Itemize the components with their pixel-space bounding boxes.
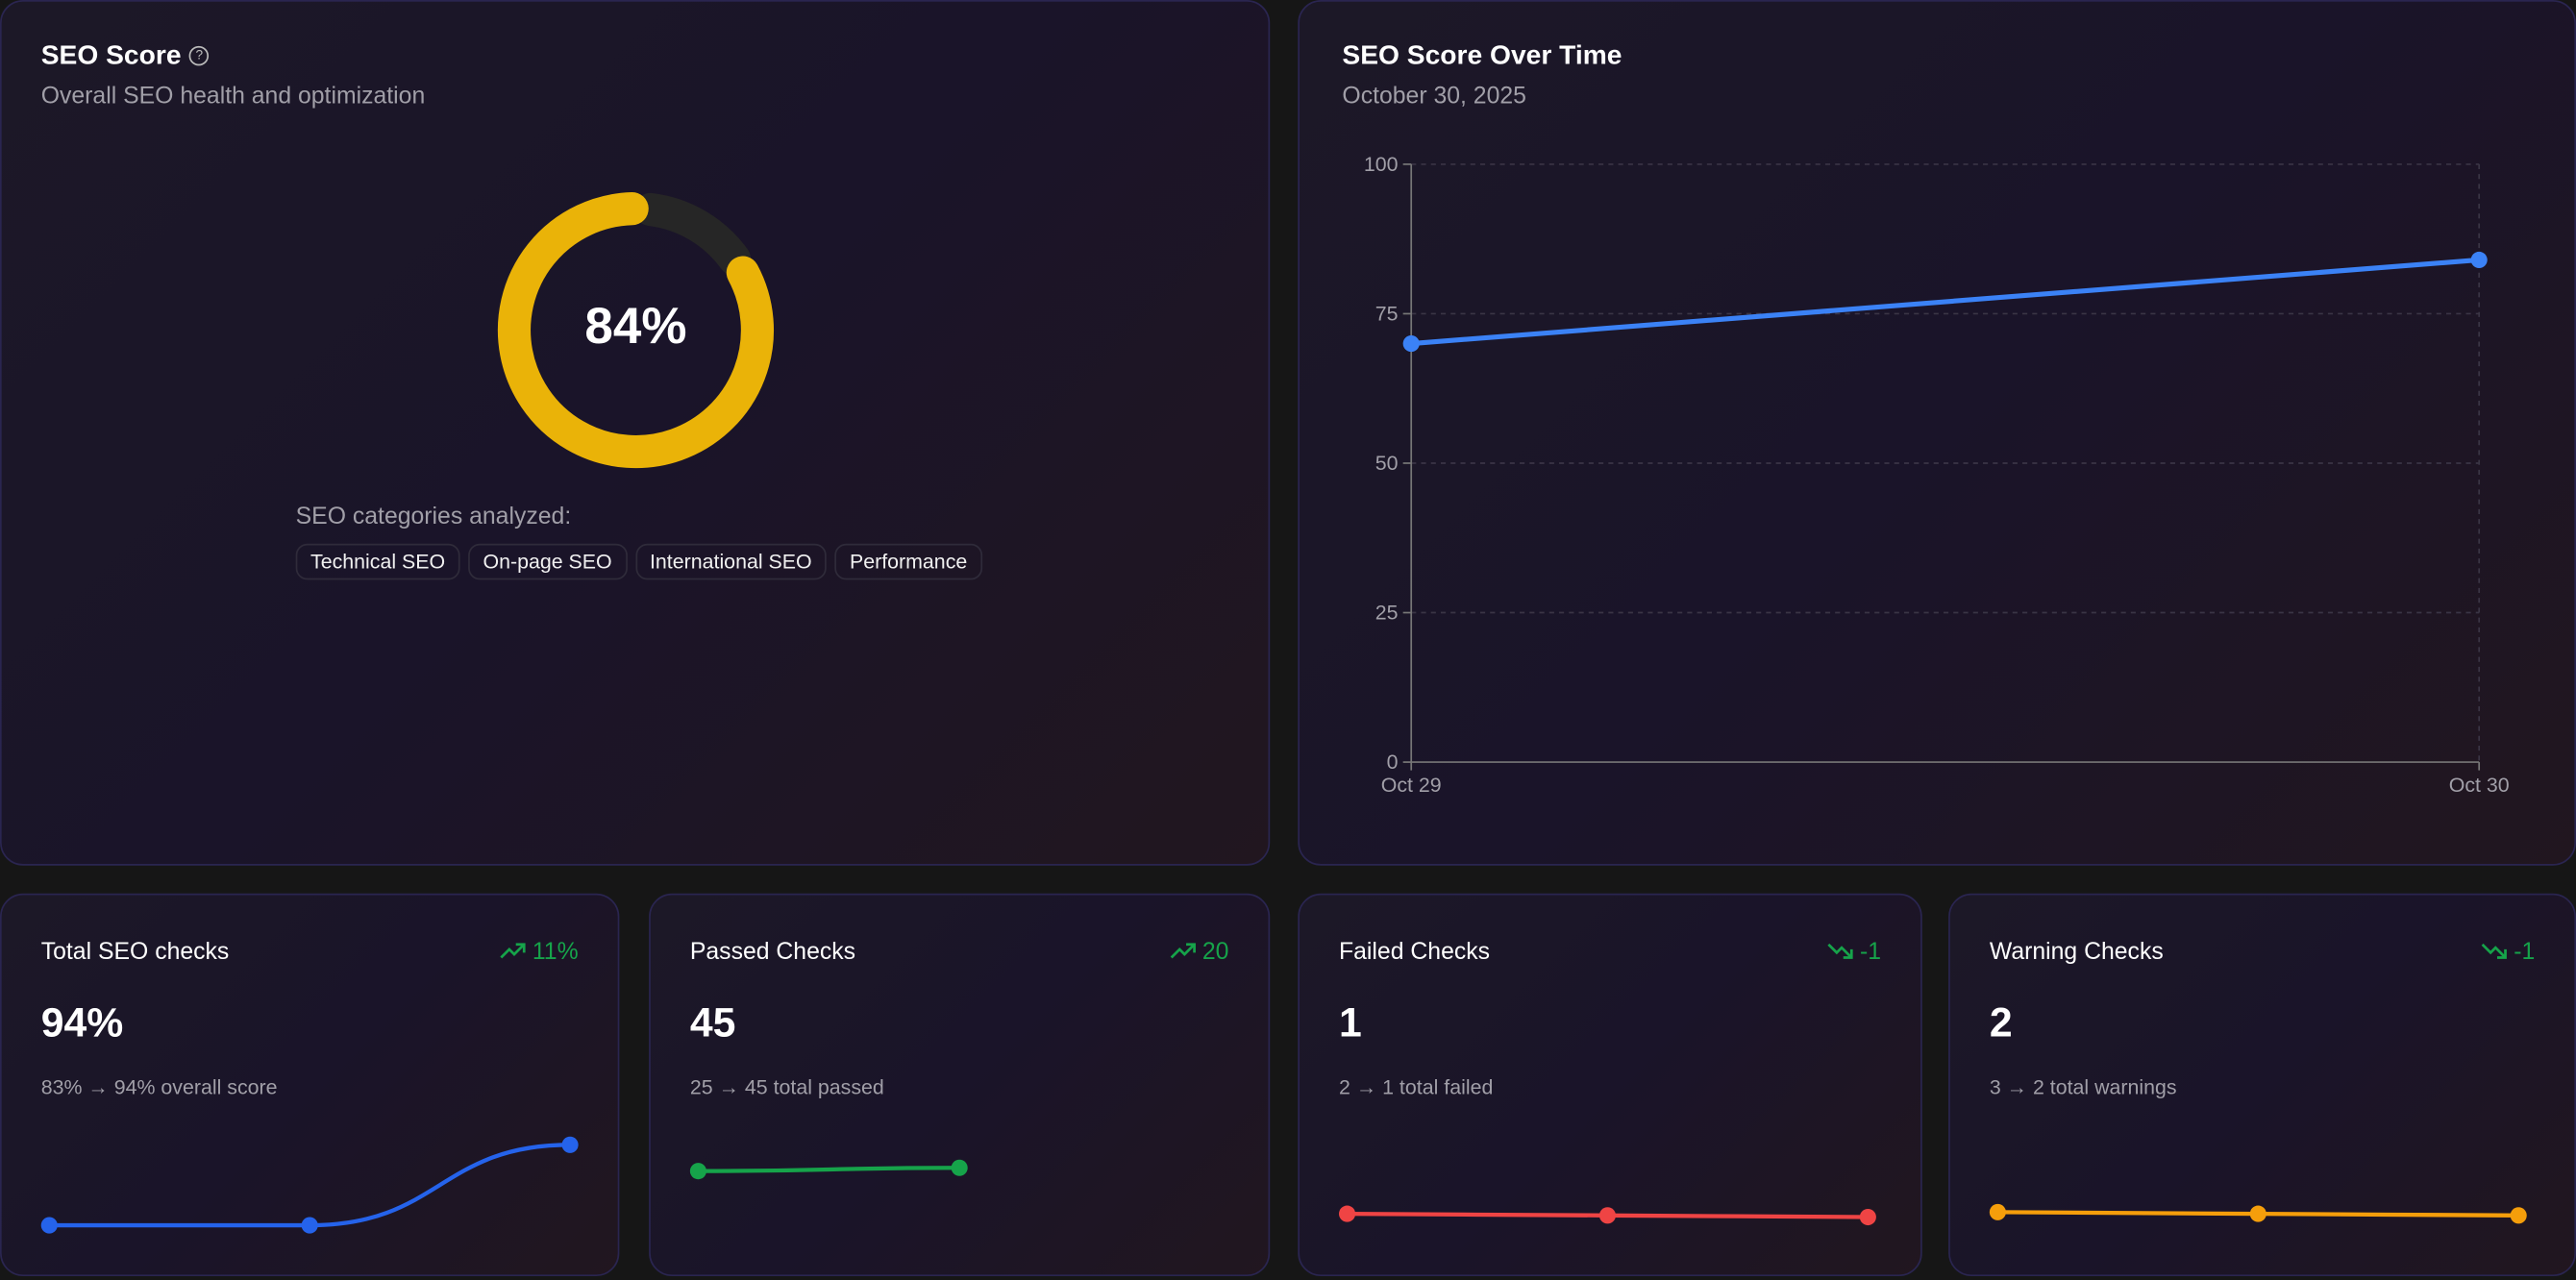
card-subtitle: October 30, 2025 [1342, 84, 1526, 111]
stat-description: 83% → 94% overall score [40, 1075, 278, 1099]
score-line-chart: 0 25 50 75 100 Oct 29 Oct 30 [1364, 153, 2510, 797]
score-donut [497, 192, 774, 469]
score-value: 84% [584, 297, 687, 356]
category-chip: Technical SEO [295, 543, 460, 580]
sparkline-point [689, 1163, 706, 1180]
stat-title: Warning Checks [1989, 939, 2164, 967]
sparkline-point [1989, 1203, 2006, 1220]
y-tick-label: 75 [1375, 302, 1399, 325]
score-arc [497, 192, 774, 469]
sparkline [689, 1159, 968, 1180]
category-chip: On-page SEO [468, 543, 628, 580]
x-tick-label: Oct 29 [1381, 774, 1442, 797]
trending-down-icon [2481, 943, 2508, 959]
stat-trend: 20 [1170, 940, 1228, 966]
y-tick-label: 25 [1375, 601, 1399, 624]
sparkline-line [49, 1143, 571, 1228]
card-title: SEO Score Over Time [1342, 40, 1622, 71]
category-chips: Technical SEO On-page SEO International … [295, 543, 982, 580]
data-point[interactable] [1402, 335, 1420, 353]
seo-score-card: SEO Score? Overall SEO health and optimi… [0, 0, 1271, 866]
stat-value: 2 [1989, 999, 2013, 1046]
sparkline-line [698, 1166, 960, 1173]
card-subtitle: Overall SEO health and optimization [40, 84, 426, 111]
stat-value: 94% [40, 999, 124, 1046]
stat-trend: -1 [2481, 940, 2535, 966]
sparkline [40, 1136, 579, 1234]
sparkline-point [2510, 1207, 2527, 1224]
sparkline-point [1338, 1205, 1356, 1222]
stat-trend: -1 [1827, 940, 1881, 966]
card-title: SEO Score? [41, 41, 210, 72]
stat-description: 3 → 2 total warnings [1989, 1075, 2177, 1099]
stat-title: Passed Checks [689, 939, 856, 967]
trending-up-icon [500, 943, 526, 959]
category-chip: International SEO [634, 543, 828, 580]
stat-card: Passed Checks 20 45 25 → 45 total passed [649, 893, 1271, 1277]
stat-description: 25 → 45 total passed [689, 1075, 884, 1099]
sparkline-point [301, 1217, 318, 1234]
stat-card: Total SEO checks 11% 94% 83% → 94% overa… [0, 893, 620, 1277]
categories-label: SEO categories analyzed: [295, 504, 572, 531]
stat-title: Failed Checks [1338, 939, 1491, 967]
sparkline-point [1859, 1208, 1876, 1226]
series-line [1411, 257, 2480, 347]
sparkline-point [40, 1217, 58, 1234]
sparkline [1338, 1205, 1876, 1226]
score-over-time-card: SEO Score Over Time October 30, 2025 0 25… [1298, 0, 2576, 866]
sparkline-point [561, 1136, 579, 1153]
sparkline-point [2249, 1205, 2266, 1222]
score-remaining-arc [633, 192, 752, 276]
stat-title: Total SEO checks [40, 939, 230, 967]
sparkline [1989, 1203, 2527, 1224]
stat-value: 45 [689, 999, 736, 1046]
trending-down-icon [1827, 943, 1853, 959]
y-tick-label: 100 [1364, 153, 1399, 176]
stat-value: 1 [1338, 999, 1362, 1046]
y-tick-label: 0 [1387, 751, 1399, 774]
stat-card: Warning Checks -1 2 3 → 2 total warnings [1948, 893, 2576, 1277]
sparkline-point [951, 1159, 968, 1176]
x-tick-label: Oct 30 [2449, 774, 2510, 797]
question-circle-icon[interactable]: ? [189, 45, 210, 66]
trending-up-icon [1170, 943, 1196, 959]
stat-description: 2 → 1 total failed [1338, 1075, 1494, 1099]
stat-trend: 11% [500, 940, 579, 966]
category-chip: Performance [834, 543, 982, 580]
data-point[interactable] [2470, 251, 2488, 269]
sparkline-point [1598, 1207, 1616, 1224]
stat-card: Failed Checks -1 1 2 → 1 total failed [1298, 893, 1922, 1277]
y-tick-label: 50 [1375, 452, 1399, 475]
